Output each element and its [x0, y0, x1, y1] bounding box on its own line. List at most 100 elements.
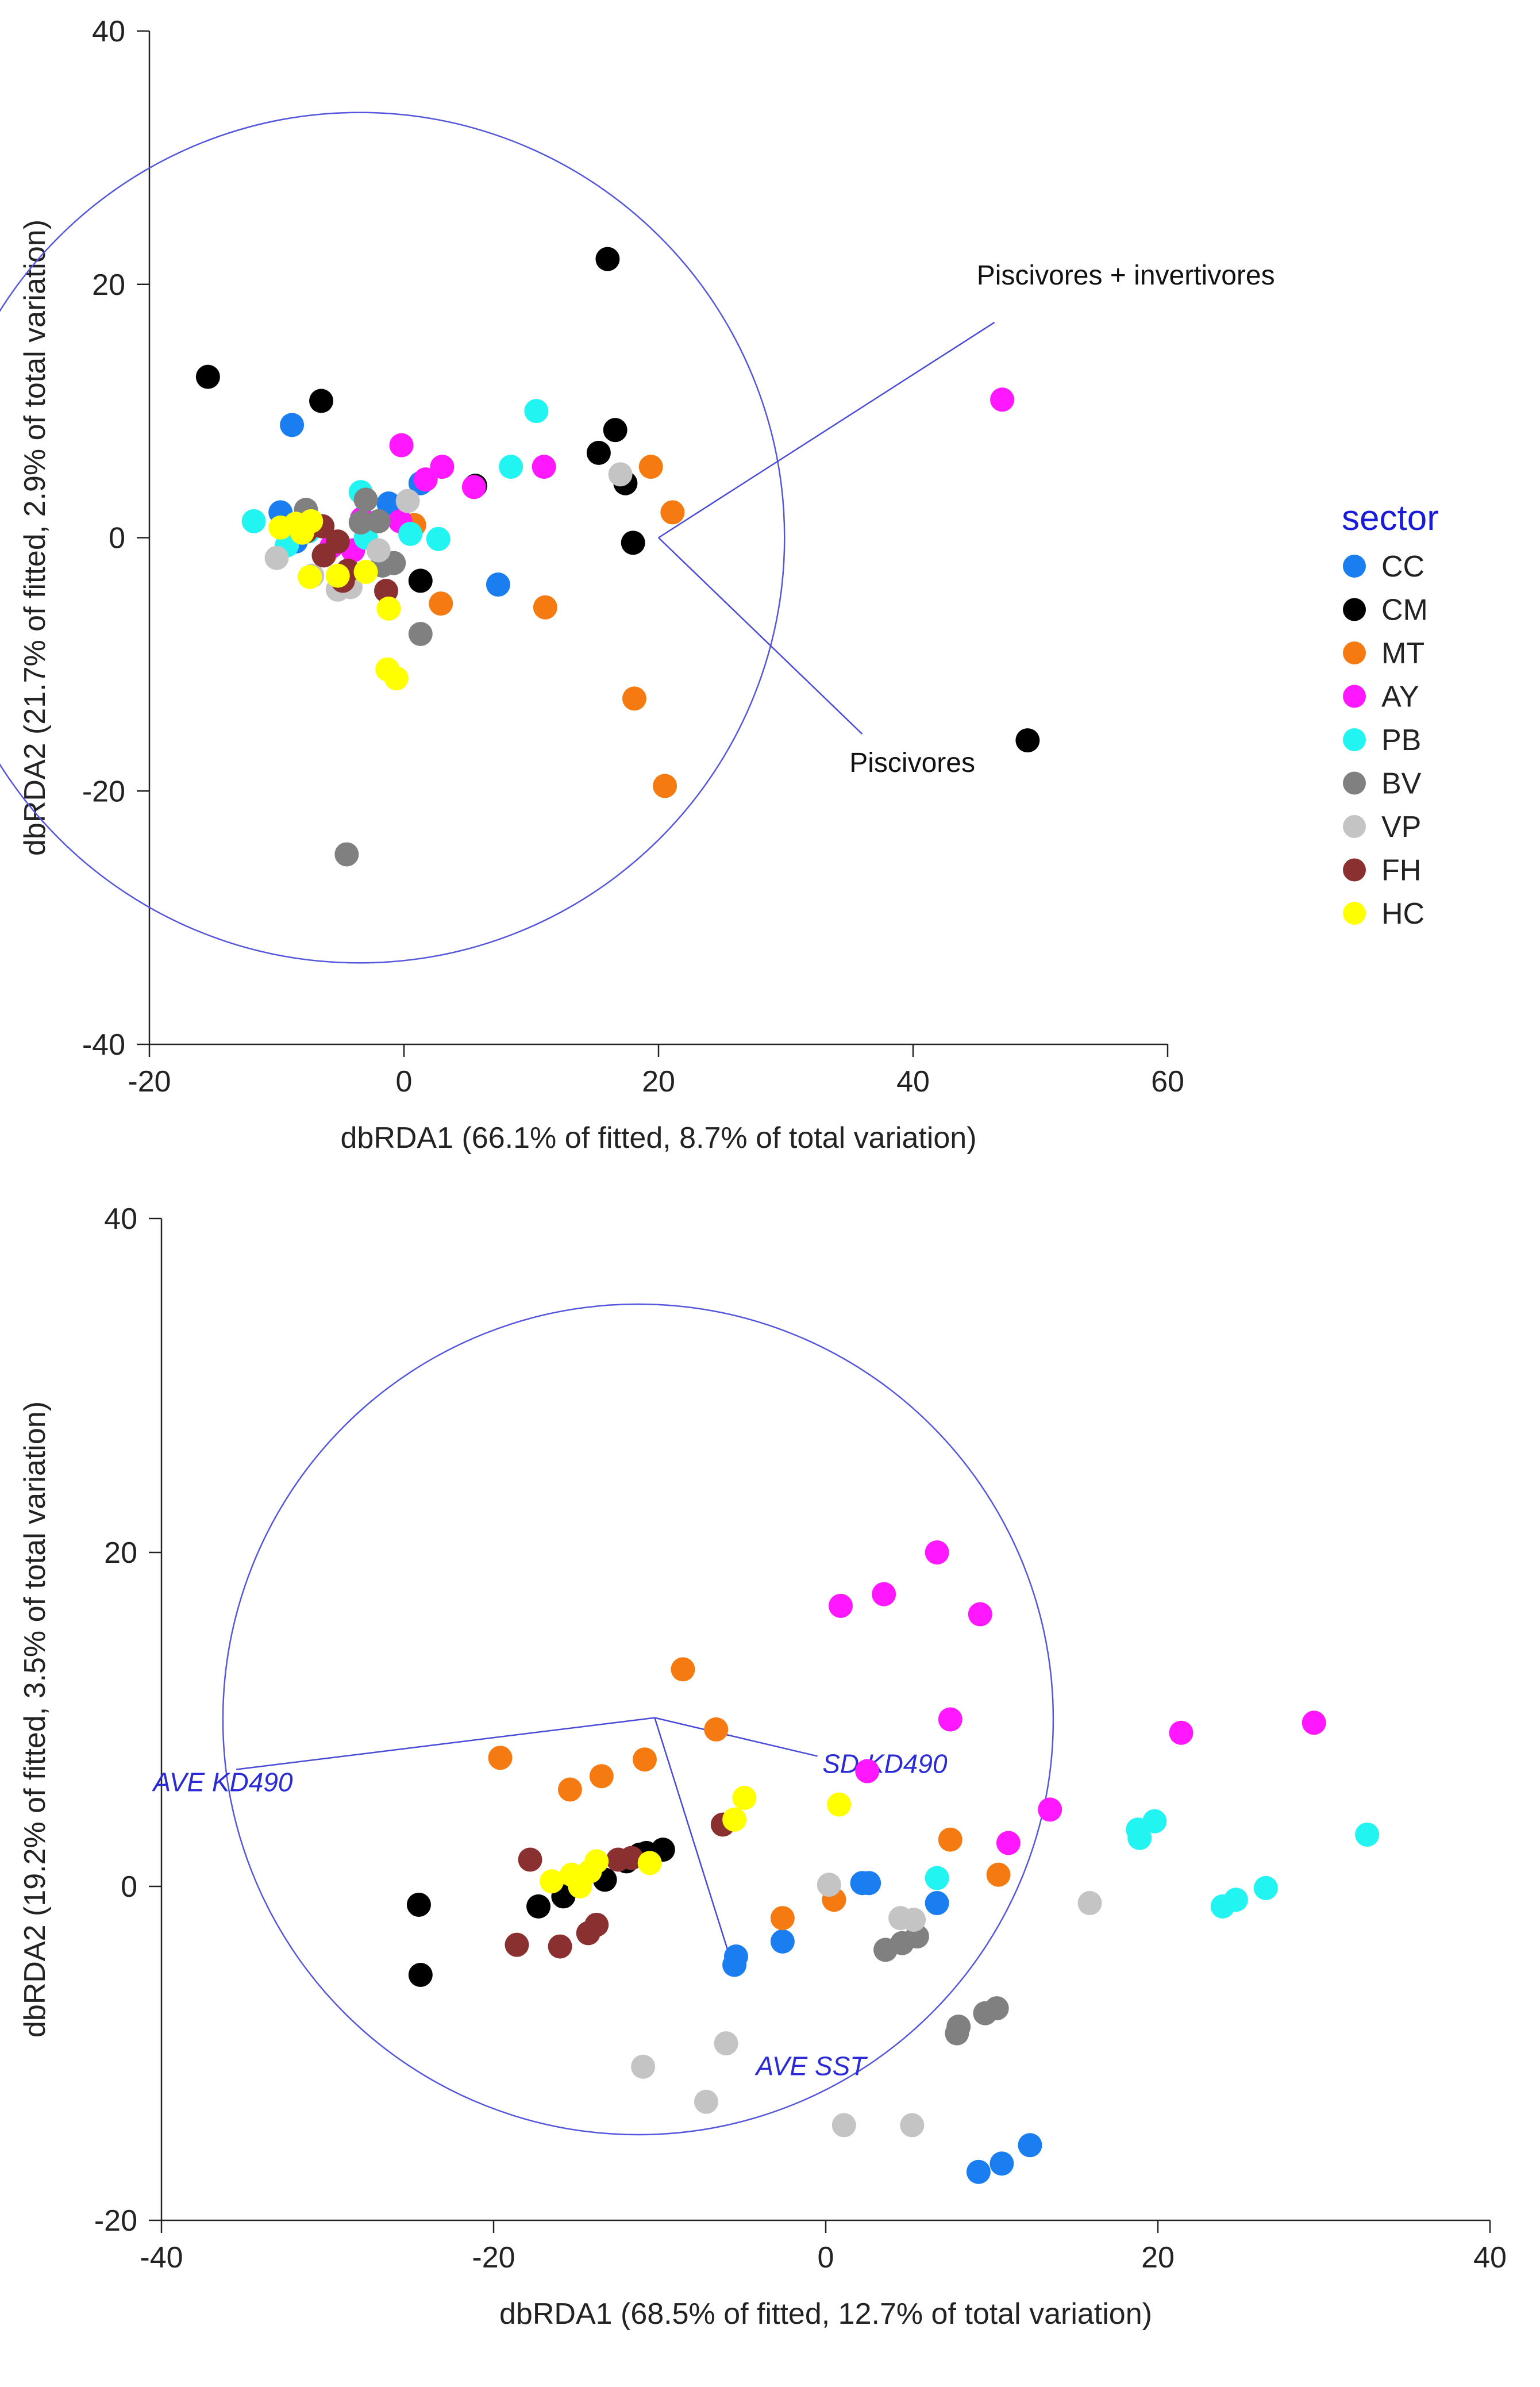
top-point-vp [366, 538, 391, 563]
top-y-tick-label: 40 [92, 15, 125, 48]
top-point-ay [461, 475, 486, 499]
top-point-hc [325, 563, 350, 588]
bottom-vector-label: AVE KD490 [152, 1767, 293, 1797]
top-point-bv [353, 487, 378, 512]
bottom-point-pb [1127, 1825, 1152, 1850]
bottom-point-pb [925, 1866, 949, 1890]
bottom-point-cc [990, 2151, 1014, 2176]
bottom-point-vp [1077, 1891, 1102, 1916]
bottom-point-mt [938, 1827, 962, 1852]
bottom-point-cc [857, 1871, 881, 1896]
bottom-point-pb [1142, 1809, 1167, 1834]
bottom-point-cc [722, 1952, 747, 1977]
bottom-point-cc [770, 1929, 795, 1954]
bottom-point-mt [704, 1717, 729, 1742]
top-point-ay [990, 387, 1015, 412]
bottom-point-mt [488, 1746, 513, 1770]
bottom-vector-label: SD KD490 [822, 1748, 948, 1778]
bottom-y-tick-label: -20 [94, 2204, 137, 2238]
top-point-cm [309, 389, 334, 413]
bottom-point-fh [548, 1934, 572, 1959]
top-vector-label: Piscivores + invertivores [977, 260, 1275, 291]
bottom-point-vp [631, 2054, 656, 2079]
bottom-point-vp [900, 2113, 925, 2138]
bottom-point-ay [829, 1593, 853, 1618]
bottom-point-hc [637, 1851, 662, 1875]
top-point-pb [499, 455, 523, 479]
bottom-point-ay [872, 1582, 896, 1606]
top-y-tick-label: 0 [109, 522, 125, 555]
bottom-point-bv [984, 1996, 1009, 2021]
top-point-cm [408, 568, 433, 593]
top-point-mt [533, 595, 557, 620]
bottom-point-mt [671, 1657, 695, 1682]
bottom-x-tick-label: -40 [140, 2241, 183, 2274]
bottom-x-tick-label: -20 [472, 2241, 515, 2274]
legend-swatch-vp [1343, 815, 1366, 838]
top-point-hc [298, 564, 322, 589]
bottom-point-mt [986, 1862, 1011, 1887]
top-x-tick-label: 20 [642, 1065, 675, 1098]
bottom-point-vp [902, 1908, 926, 1932]
bottom-point-mt [770, 1906, 795, 1931]
legend-label-fh: FH [1381, 854, 1421, 887]
bottom-vector-label: AVE SST [754, 2051, 868, 2081]
bottom-point-hc [732, 1786, 757, 1811]
legend-swatch-pb [1343, 728, 1366, 751]
bottom-point-cm [408, 1962, 433, 1987]
bottom-point-ay [1302, 1711, 1326, 1735]
top-point-cm [1015, 728, 1040, 753]
top-point-cm [586, 440, 611, 465]
top-point-pb [524, 399, 549, 424]
top-point-ay [413, 467, 438, 492]
top-point-cm [603, 418, 627, 443]
bottom-vector-line [654, 1717, 736, 1972]
bottom-point-mt [632, 1747, 657, 1772]
legend-swatch-fh [1343, 858, 1366, 882]
bottom-correlation-circle [222, 1303, 1054, 2136]
top-y-axis-title: dbRDA2 (21.7% of fitted, 2.9% of total v… [18, 220, 52, 856]
legend-label-mt: MT [1381, 637, 1424, 670]
bottom-point-fh [518, 1847, 542, 1872]
bottom-point-vp [817, 1873, 841, 1897]
bottom-point-hc [722, 1807, 747, 1832]
top-point-bv [334, 842, 359, 867]
bottom-x-axis-title: dbRDA1 (68.5% of fitted, 12.7% of total … [499, 2297, 1152, 2331]
top-point-mt [660, 500, 685, 525]
top-point-ay [532, 455, 556, 479]
bottom-point-vp [714, 2031, 738, 2056]
legend-swatch-cc [1343, 555, 1366, 578]
legend-label-bv: BV [1381, 767, 1422, 801]
top-point-pb [398, 521, 423, 546]
bottom-point-pb [1253, 1875, 1278, 1900]
top-point-mt [622, 686, 646, 711]
bottom-point-cc [1018, 2133, 1042, 2158]
top-point-hc [290, 520, 314, 545]
bottom-y-tick-label: 40 [104, 1202, 137, 1236]
bottom-point-cm [526, 1894, 551, 1919]
bottom-vector-line [236, 1717, 655, 1770]
bottom-point-fh [619, 1846, 644, 1870]
top-point-mt [429, 591, 453, 616]
top-point-fh [311, 543, 336, 568]
bottom-y-tick-label: 0 [121, 1870, 137, 1904]
legend: sector CC CM MT AY PB BV VP FH HC [1342, 498, 1439, 931]
top-point-hc [353, 560, 378, 585]
bottom-point-hc [584, 1849, 609, 1874]
bottom-point-hc [540, 1869, 564, 1894]
top-x-tick-label: -20 [128, 1065, 171, 1098]
top-point-bv [366, 509, 391, 533]
top-y-tick-label: -40 [82, 1028, 125, 1062]
bottom-point-vp [694, 2089, 718, 2114]
top-point-bv [408, 621, 433, 646]
top-correlation-circle [0, 112, 786, 964]
legend-title: sector [1342, 498, 1439, 538]
top-point-cm [195, 364, 220, 389]
top-y-tick-label: 20 [92, 268, 125, 302]
top-point-bv [348, 510, 373, 535]
bottom-point-mt [557, 1777, 582, 1802]
top-point-mt [638, 455, 663, 479]
bottom-vector-line [654, 1717, 818, 1757]
